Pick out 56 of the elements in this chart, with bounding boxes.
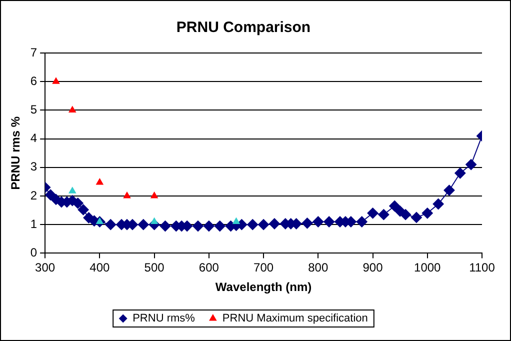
point: [68, 106, 76, 112]
y-tick-label: 0: [30, 246, 38, 260]
point: [389, 200, 400, 212]
x-axis-title: Wavelength (nm): [215, 280, 312, 294]
x-tick-label: 800: [308, 260, 328, 275]
legend-label: PRNU Maximum specification: [222, 312, 368, 325]
point: [410, 212, 422, 223]
point: [105, 219, 116, 230]
point: [232, 218, 240, 224]
point: [432, 198, 444, 210]
point: [150, 192, 158, 198]
y-tick-label: 3: [30, 160, 38, 174]
point: [378, 209, 390, 220]
point: [356, 216, 368, 228]
legend-label: PRNU rms%: [132, 312, 196, 325]
point: [72, 198, 84, 209]
point: [160, 220, 171, 232]
point: [422, 208, 433, 219]
x-tick-label: 300: [35, 260, 56, 275]
point: [52, 78, 60, 84]
point: [324, 216, 335, 228]
point: [258, 219, 270, 230]
point: [247, 219, 258, 230]
chart-title: PRNU Comparison: [176, 19, 311, 36]
y-tick-label: 2: [30, 188, 38, 202]
point: [123, 192, 131, 198]
y-tick-label: 1: [30, 216, 38, 231]
point: [68, 187, 76, 194]
y-tick-label: 6: [30, 74, 38, 88]
point: [312, 216, 324, 228]
point: [214, 220, 226, 232]
point: [454, 168, 466, 179]
point: [150, 218, 158, 224]
point: [78, 204, 89, 216]
y-tick-label: 7: [30, 45, 38, 60]
point: [96, 178, 104, 185]
point: [367, 208, 378, 219]
y-axis-title: PRNU rms %: [8, 116, 23, 190]
y-tick-label: 4: [30, 131, 38, 146]
point: [268, 218, 280, 230]
point: [192, 220, 204, 232]
x-tick-label: 500: [144, 260, 165, 275]
point: [138, 219, 149, 230]
point: [466, 159, 477, 170]
x-tick-label: 400: [90, 260, 110, 275]
x-tick-label: 900: [362, 260, 384, 275]
point: [400, 209, 412, 220]
y-tick-label: 5: [30, 102, 38, 117]
point: [444, 184, 455, 196]
x-tick-label: 1100: [469, 260, 496, 275]
point: [45, 189, 56, 200]
x-tick-label: 700: [254, 260, 274, 275]
point: [302, 218, 313, 229]
point: [203, 220, 214, 232]
x-tick-label: 1000: [414, 260, 442, 275]
x-tick-label: 600: [198, 260, 220, 275]
